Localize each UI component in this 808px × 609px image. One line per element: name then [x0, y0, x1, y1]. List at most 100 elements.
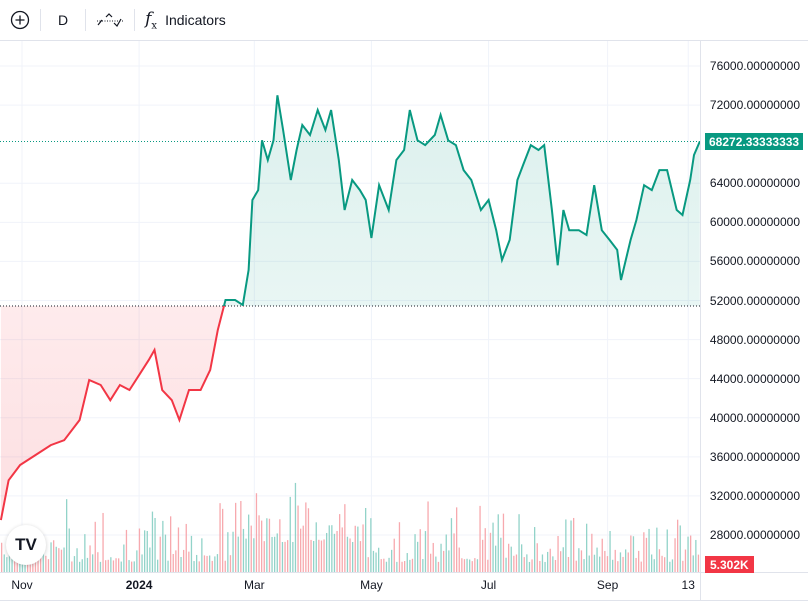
volume-bar [1, 542, 3, 572]
volume-bar [346, 536, 349, 572]
volume-bar [495, 545, 497, 572]
volume-bar [141, 554, 143, 572]
volume-bar [440, 543, 442, 572]
volume-bar [411, 558, 414, 572]
volume-bar [118, 558, 120, 572]
volume-bar [154, 517, 156, 572]
volume-bar [107, 559, 109, 572]
volume-bar [276, 533, 278, 572]
volume-bar [86, 557, 89, 572]
plus-circle-icon [10, 10, 30, 30]
y-tick-label: 28000.00000000 [709, 528, 800, 542]
volume-bar [53, 540, 55, 572]
volume-bar [583, 559, 585, 572]
volume-bar [612, 559, 614, 572]
volume-bar [502, 513, 505, 572]
volume-bar [487, 559, 489, 572]
volume-bar [508, 543, 510, 572]
interval-button[interactable]: D [41, 0, 85, 40]
volume-bar [445, 534, 447, 572]
volume-bar [518, 514, 520, 572]
chart-toolbar: D fx Indicators [0, 0, 808, 41]
volume-bar [406, 553, 408, 572]
x-tick-label: Jul [480, 578, 497, 592]
indicators-button[interactable]: fx Indicators [135, 0, 236, 40]
last-volume-label: 5.302K [705, 556, 754, 573]
volume-bar [437, 561, 440, 572]
volume-bar [297, 505, 299, 572]
volume-bar [66, 499, 68, 572]
volume-bar [427, 501, 429, 572]
volume-bar [138, 528, 141, 572]
volume-bar [682, 560, 684, 572]
volume-bar [222, 508, 224, 572]
volume-bar [318, 539, 320, 572]
volume-bar [463, 559, 466, 572]
x-tick-label: Mar [243, 578, 265, 592]
volume-bar [203, 555, 206, 572]
volume-bar [268, 518, 271, 572]
volume-bar [123, 544, 125, 572]
tradingview-logo[interactable]: TV [6, 525, 46, 565]
divider [134, 9, 136, 31]
volume-bar [625, 549, 627, 572]
volume-bar [372, 550, 375, 572]
volume-bar [617, 561, 619, 572]
volume-bar [60, 549, 63, 572]
volume-bar [578, 548, 580, 572]
volume-bar [79, 561, 81, 572]
volume-bar [219, 503, 221, 572]
volume-bar [292, 541, 294, 572]
volume-bar [19, 558, 21, 572]
volume-bar [240, 500, 242, 572]
volume-bar [333, 533, 336, 572]
volume-bar [125, 529, 128, 572]
volume-bar [359, 541, 362, 572]
volume-bar [258, 515, 260, 572]
volume-bar [47, 559, 50, 572]
add-symbol-button[interactable] [0, 0, 40, 40]
volume-bar [172, 554, 174, 572]
volume-bar [458, 547, 460, 572]
volume-bar [552, 556, 554, 572]
volume-bar [253, 538, 255, 572]
x-tick-label: 2024 [125, 578, 153, 592]
price-chart[interactable] [0, 41, 808, 601]
volume-bar [263, 541, 265, 572]
volume-bar [417, 541, 419, 572]
volume-bar [242, 528, 245, 572]
volume-bar [341, 527, 343, 572]
x-tick-label: Nov [11, 578, 33, 592]
volume-bar [430, 553, 432, 572]
volume-bar [336, 530, 338, 572]
volume-bar [697, 554, 700, 572]
volume-bar [188, 551, 190, 572]
volume-bar [157, 559, 159, 572]
volume-bar [396, 561, 398, 572]
area-fill-down [0, 306, 700, 521]
interval-label: D [58, 12, 69, 28]
volume-bar [651, 554, 653, 572]
volume-bar [599, 556, 601, 572]
volume-bar [562, 547, 564, 572]
chart-type-button[interactable] [86, 0, 134, 40]
volume-bar [643, 532, 645, 572]
divider [0, 600, 808, 601]
volume-bar [523, 557, 525, 572]
volume-bar [94, 521, 96, 572]
volume-bar [42, 545, 44, 572]
x-tick-label: 13 [681, 578, 695, 592]
volume-bar [580, 550, 583, 572]
volume-bar [401, 561, 403, 572]
volume-bar [469, 559, 471, 572]
volume-bar [630, 535, 632, 572]
volume-bar [674, 538, 676, 572]
volume-bar [635, 557, 637, 572]
volume-bar [684, 549, 687, 572]
volume-bar [146, 530, 148, 572]
volume-bar [305, 502, 307, 572]
volume-bar [237, 536, 239, 572]
volume-bar [690, 535, 692, 572]
volume-bar [515, 554, 518, 572]
volume-bar [474, 558, 476, 572]
